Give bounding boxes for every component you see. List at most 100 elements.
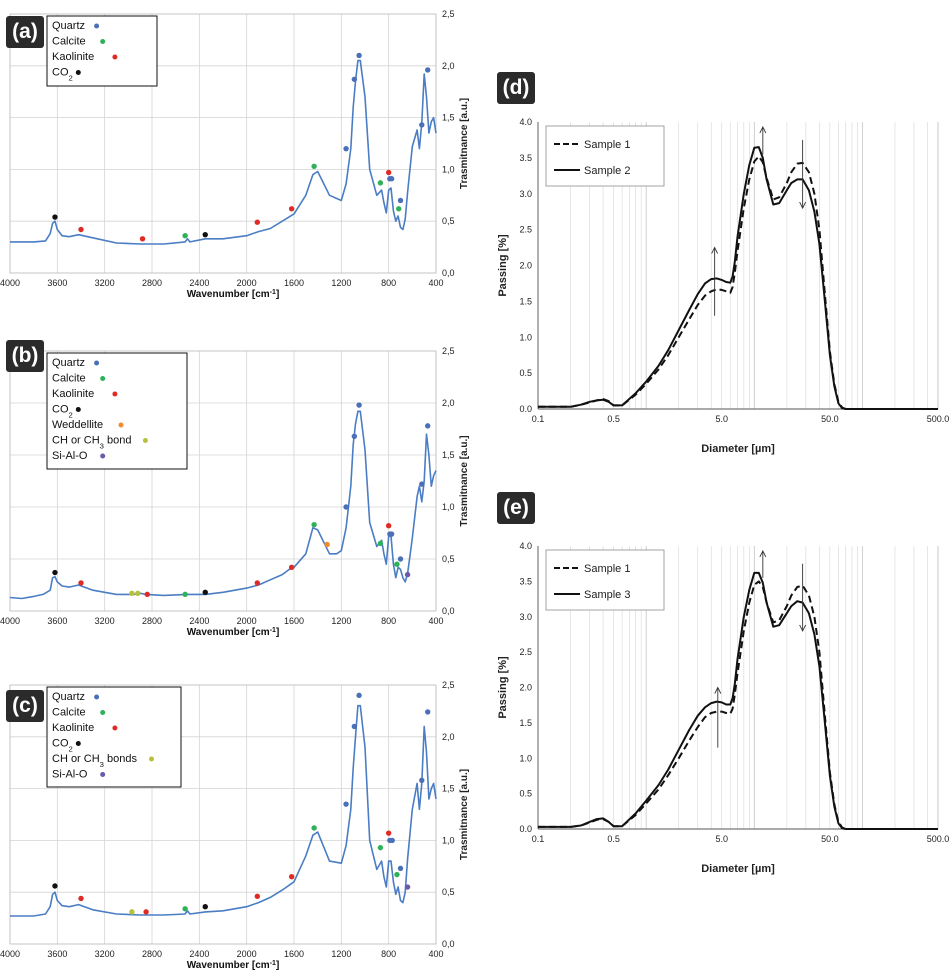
legend-marker-quartz bbox=[94, 23, 100, 29]
legend-box bbox=[46, 15, 158, 87]
band-marker-kaolinite bbox=[254, 219, 261, 225]
legend-marker-kaolinite bbox=[112, 391, 118, 397]
band-marker-co2 bbox=[52, 569, 58, 576]
band-marker-quartz bbox=[419, 777, 425, 784]
band-marker-sialo bbox=[404, 571, 411, 578]
x-axis-title: Wavenumber [cm-1] bbox=[187, 289, 280, 301]
x-tick-label: 3600 bbox=[47, 616, 67, 626]
legend-marker-kaolinite bbox=[112, 54, 118, 60]
band-marker-quartz bbox=[343, 145, 349, 152]
band-marker-calcite bbox=[182, 233, 188, 239]
y-tick-label: 1,5 bbox=[442, 113, 455, 123]
band-marker-weddellite bbox=[324, 541, 330, 548]
band-marker-calcite bbox=[377, 844, 384, 851]
legend-label: Sample 1 bbox=[584, 563, 630, 575]
band-marker-quartz bbox=[388, 176, 395, 182]
y-tick-label: 0.5 bbox=[519, 368, 532, 378]
band-marker-quartz bbox=[397, 556, 404, 562]
band-marker-co2 bbox=[202, 904, 208, 910]
plot-frame bbox=[9, 13, 437, 274]
band-marker-co2 bbox=[52, 883, 58, 889]
y-tick-label: 0,5 bbox=[442, 216, 455, 226]
y-tick-label: 3.5 bbox=[519, 153, 532, 163]
band-marker-quartz bbox=[425, 67, 431, 73]
legend-label: Calcite bbox=[52, 373, 86, 385]
y-tick-label: 2,0 bbox=[442, 398, 455, 408]
legend: Sample 1 Sample 3 bbox=[545, 549, 665, 611]
x-axis-title: Wavenumber [cm-1] bbox=[187, 960, 280, 972]
legend-marker-ch bbox=[142, 438, 148, 443]
x-tick-label: 5.0 bbox=[715, 834, 728, 844]
band-marker-calcite bbox=[377, 180, 384, 186]
x-tick-label: 800 bbox=[381, 949, 396, 959]
legend-label: Si-Al-O bbox=[52, 450, 88, 462]
band-marker-quartz bbox=[351, 433, 358, 439]
x-tick-label: 1600 bbox=[284, 616, 304, 626]
band-marker-quartz bbox=[343, 504, 349, 510]
y-tick-label: 2,5 bbox=[442, 9, 455, 19]
x-tick-label: 50.0 bbox=[821, 834, 839, 844]
legend-label: Quartz bbox=[52, 691, 85, 703]
y-tick-label: 0,0 bbox=[442, 268, 455, 278]
y-tick-label: 4.0 bbox=[519, 541, 532, 551]
legend-label: CH or CH3 bond bbox=[52, 435, 131, 451]
band-marker-kaolinite bbox=[139, 236, 146, 242]
x-tick-label: 1600 bbox=[284, 949, 304, 959]
x-tick-label: 2000 bbox=[237, 616, 257, 626]
legend-label: Si-Al-O bbox=[52, 769, 88, 781]
band-marker-calcite bbox=[182, 591, 188, 598]
legend-label: Quartz bbox=[52, 20, 85, 32]
y-tick-label: 2.5 bbox=[519, 225, 532, 235]
band-marker-calcite bbox=[394, 561, 400, 567]
legend-marker-co2 bbox=[75, 70, 81, 75]
x-tick-label: 0.5 bbox=[607, 834, 620, 844]
legend-label: CO2 bbox=[52, 404, 73, 420]
legend-label: Sample 1 bbox=[584, 139, 630, 151]
band-marker-co2 bbox=[202, 231, 208, 238]
x-axis-title: Diameter [µm] bbox=[701, 443, 775, 455]
spectrum-curve bbox=[10, 704, 437, 917]
legend-marker-co2 bbox=[75, 407, 81, 412]
band-marker-kaolinite bbox=[78, 580, 84, 586]
legend-marker-quartz bbox=[94, 694, 100, 700]
band-marker-co2 bbox=[52, 214, 58, 220]
x-tick-label: 3600 bbox=[47, 278, 67, 288]
x-tick-label: 2000 bbox=[237, 949, 257, 959]
legend-label: Calcite bbox=[52, 36, 86, 48]
x-tick-label: 3600 bbox=[47, 949, 67, 959]
y-tick-label: 1,5 bbox=[442, 784, 455, 794]
x-tick-label: 50.0 bbox=[821, 414, 839, 424]
x-tick-label: 1600 bbox=[284, 278, 304, 288]
y-tick-label: 0.5 bbox=[519, 789, 532, 799]
y-tick-label: 3.0 bbox=[519, 189, 532, 199]
legend-label: Kaolinite bbox=[52, 51, 94, 63]
legend-box bbox=[46, 352, 188, 470]
band-marker-kaolinite bbox=[78, 226, 84, 233]
legend-box bbox=[545, 125, 665, 187]
x-tick-label: 0.1 bbox=[532, 834, 545, 844]
y-tick-label: 2,0 bbox=[442, 61, 455, 71]
legend-label: Kaolinite bbox=[52, 388, 94, 400]
x-tick-label: 2400 bbox=[189, 278, 209, 288]
x-tick-label: 1200 bbox=[331, 616, 351, 626]
series-sample-3 bbox=[538, 571, 938, 830]
x-tick-label: 800 bbox=[381, 278, 396, 288]
band-marker-calcite bbox=[311, 163, 317, 169]
x-tick-label: 4000 bbox=[0, 949, 20, 959]
series-sample-1 bbox=[538, 580, 938, 830]
panel-label-a: (a) bbox=[6, 16, 44, 48]
band-marker-quartz bbox=[388, 531, 395, 537]
x-tick-label: 2800 bbox=[142, 616, 162, 626]
shift-arrow-head bbox=[799, 201, 807, 210]
band-marker-kaolinite bbox=[385, 523, 392, 529]
panel-label-b: (b) bbox=[6, 340, 44, 372]
band-marker-kaolinite bbox=[254, 893, 261, 900]
y-tick-label: 1,0 bbox=[442, 164, 455, 174]
panel-label-c: (c) bbox=[6, 690, 44, 722]
x-tick-label: 3200 bbox=[95, 278, 115, 288]
band-marker-quartz bbox=[351, 76, 358, 82]
y-tick-label: 0,0 bbox=[442, 606, 455, 616]
band-marker-calcite bbox=[394, 871, 400, 878]
